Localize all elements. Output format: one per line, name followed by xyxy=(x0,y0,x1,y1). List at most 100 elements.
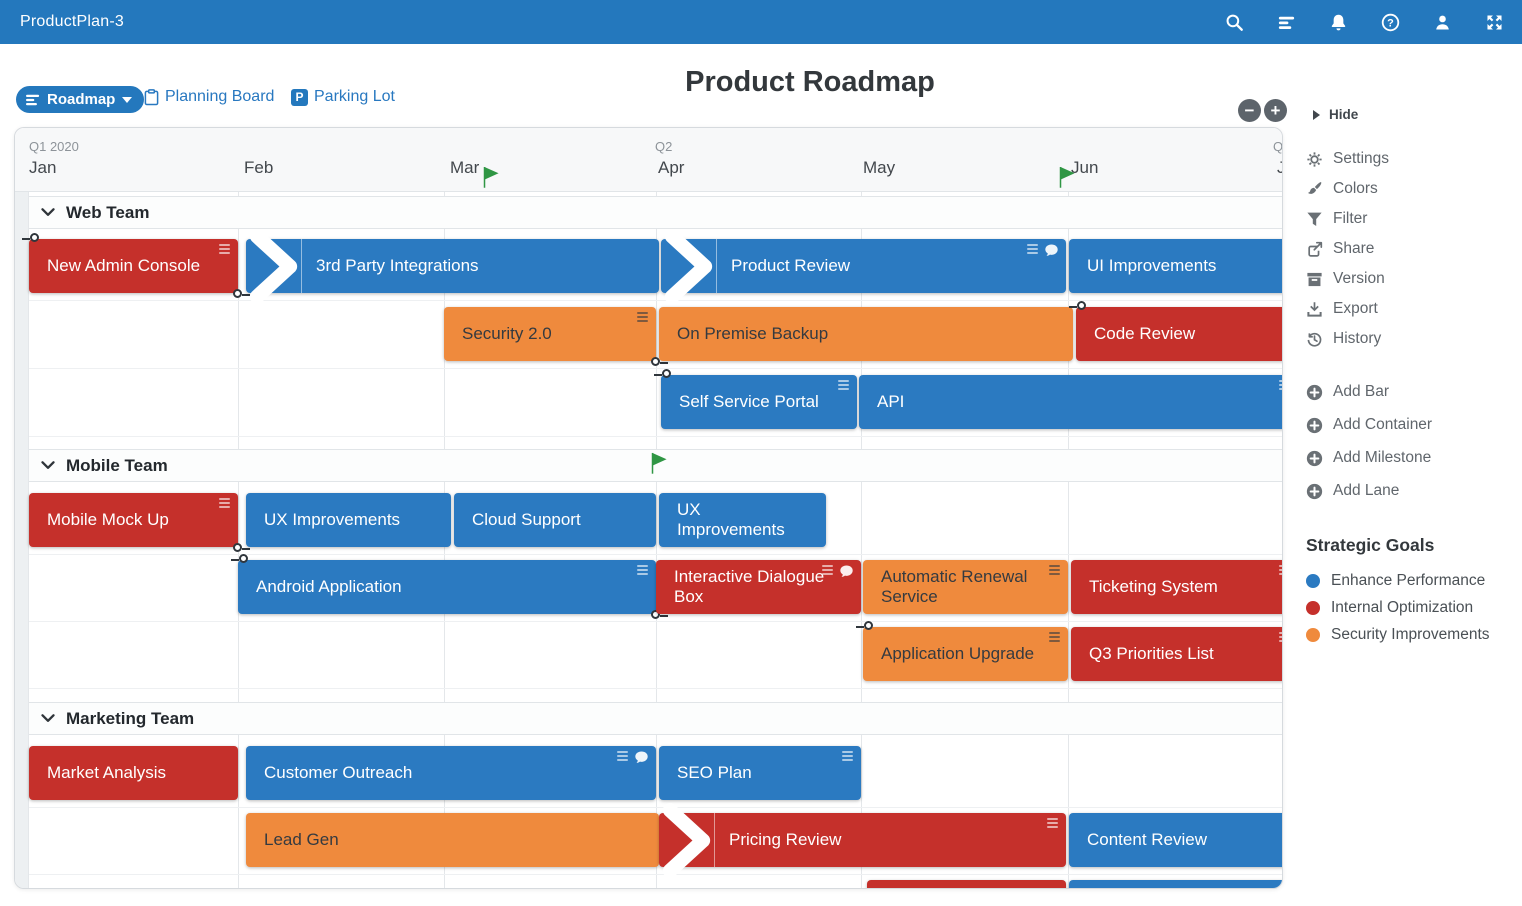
sidebar-item-label: Version xyxy=(1333,270,1385,287)
search-icon[interactable] xyxy=(1225,13,1244,32)
bar-api[interactable]: API xyxy=(859,375,1282,429)
tab-parking-lot[interactable]: P Parking Lot xyxy=(291,88,395,106)
row-separator xyxy=(29,874,1282,875)
sidebar-item-share[interactable]: Share xyxy=(1306,240,1389,258)
grip-icon xyxy=(1049,565,1060,575)
bar-3rd-party-integrations[interactable]: 3rd Party Integrations xyxy=(246,228,659,304)
hide-sidebar-button[interactable]: Hide xyxy=(1313,107,1358,122)
sidebar-item-settings[interactable]: Settings xyxy=(1306,150,1389,168)
tab-planning-board[interactable]: Planning Board xyxy=(144,88,274,106)
connector-handle[interactable] xyxy=(231,554,248,563)
bar-cloud-support[interactable]: Cloud Support xyxy=(454,493,656,547)
grip-icon xyxy=(637,565,648,575)
notifications-icon[interactable] xyxy=(1329,13,1348,32)
top-navbar: ProductPlan-3 ? xyxy=(0,0,1522,44)
bar-new-admin-console[interactable]: New Admin Console xyxy=(22,233,250,298)
connector-handle[interactable] xyxy=(22,233,39,242)
bar-security-2-0[interactable]: Security 2.0 xyxy=(444,307,668,366)
lane-name: Mobile Team xyxy=(66,455,168,475)
milestone-flag-icon[interactable] xyxy=(651,452,668,475)
sidebar-item-filter[interactable]: Filter xyxy=(1306,210,1389,228)
expand-icon[interactable] xyxy=(1485,13,1504,32)
bar-label: Q3 Priorities List xyxy=(1089,643,1214,663)
bar-content-review[interactable]: Content Review xyxy=(1069,813,1282,867)
bar-partial-blue[interactable] xyxy=(1069,880,1282,888)
bar-market-analysis[interactable]: Market Analysis xyxy=(29,746,238,800)
connector-handle[interactable] xyxy=(651,357,668,366)
row-separator xyxy=(29,554,1282,555)
sidebar-action-add-lane[interactable]: Add Lane xyxy=(1306,482,1432,500)
milestone-flag-icon[interactable] xyxy=(1059,166,1076,189)
bar-self-service-portal[interactable]: Self Service Portal xyxy=(654,369,857,429)
sidebar-item-history[interactable]: History xyxy=(1306,330,1389,348)
bar-customer-outreach[interactable]: Customer Outreach xyxy=(246,746,656,800)
bar-seo-plan[interactable]: SEO Plan xyxy=(659,746,861,800)
bar-product-review[interactable]: Product Review xyxy=(661,228,1066,304)
help-icon[interactable]: ? xyxy=(1381,13,1400,32)
chevron-down-icon xyxy=(41,461,55,470)
sidebar-action-add-bar[interactable]: Add Bar xyxy=(1306,383,1432,401)
bar-label: Self Service Portal xyxy=(679,391,819,411)
month-label: Apr xyxy=(658,158,685,177)
sidebar-item-version[interactable]: Version xyxy=(1306,270,1389,288)
bar-q3-priorities-list[interactable]: Q3 Priorities List xyxy=(1071,627,1282,681)
lane-header-mobile-team[interactable]: Mobile Team xyxy=(29,449,1282,482)
account-icon[interactable] xyxy=(1433,13,1452,32)
connector-handle[interactable] xyxy=(233,289,250,298)
bar-ui-improvements[interactable]: UI Improvements xyxy=(1069,239,1282,293)
grip-icon xyxy=(1047,818,1058,828)
connector-handle[interactable] xyxy=(856,621,873,630)
sidebar-action-label: Add Container xyxy=(1333,416,1433,433)
connector-handle[interactable] xyxy=(651,610,668,619)
bar-label: UX Improvements xyxy=(677,499,785,539)
bar-code-review[interactable]: Code Review xyxy=(1069,301,1282,361)
connector-handle[interactable] xyxy=(654,369,671,378)
zoom-out-button[interactable]: − xyxy=(1238,99,1261,122)
connector-handle[interactable] xyxy=(233,543,250,552)
parking-icon: P xyxy=(291,88,308,106)
sidebar-action-add-milestone[interactable]: Add Milestone xyxy=(1306,449,1432,467)
milestone-flag-icon[interactable] xyxy=(483,166,500,189)
sidebar-item-label: Colors xyxy=(1333,180,1378,197)
roadmap-lines-icon xyxy=(26,94,40,106)
roadmap-lines-icon[interactable] xyxy=(1277,13,1296,32)
bar-label: Market Analysis xyxy=(47,762,167,782)
row-separator xyxy=(29,807,1282,808)
grip-icon xyxy=(219,244,230,254)
bar-on-premise-backup[interactable]: On Premise Backup xyxy=(659,307,1073,361)
roadmap-view-button[interactable]: Roadmap xyxy=(16,86,145,113)
zoom-in-button[interactable]: + xyxy=(1264,99,1287,122)
bar-ux-improvements-1[interactable]: UX Improvements xyxy=(246,493,451,547)
lane-header-web-team[interactable]: Web Team xyxy=(29,196,1282,229)
sidebar-item-export[interactable]: Export xyxy=(1306,300,1389,318)
bar-mobile-mock-up[interactable]: Mobile Mock Up xyxy=(29,493,250,552)
bar-automatic-renewal-service[interactable]: Automatic Renewal Service xyxy=(863,560,1068,614)
bar-pricing-review[interactable]: Pricing Review xyxy=(659,802,1066,878)
sidebar-item-label: History xyxy=(1333,330,1382,347)
row-separator xyxy=(29,368,1282,369)
page-title: Product Roadmap xyxy=(685,66,935,98)
strategic-goals-legend: Strategic Goals Enhance Performance Inter… xyxy=(1306,535,1490,653)
legend-item-label: Security Improvements xyxy=(1331,626,1490,643)
legend-item-label: Internal Optimization xyxy=(1331,599,1474,616)
bar-android-application[interactable]: Android Application xyxy=(231,554,668,619)
expand-container-chevron-icon[interactable] xyxy=(661,228,717,304)
connector-handle[interactable] xyxy=(1069,301,1086,310)
legend-color-dot xyxy=(1306,601,1320,615)
bar-label: Mobile Mock Up xyxy=(47,509,169,529)
bar-ticketing-system[interactable]: Ticketing System xyxy=(1071,560,1282,614)
bar-interactive-dialogue-box[interactable]: Interactive Dialogue Box xyxy=(656,560,861,614)
sidebar-item-colors[interactable]: Colors xyxy=(1306,180,1389,198)
quarter-label: Q1 2020 xyxy=(29,139,79,154)
lane-header-marketing-team[interactable]: Marketing Team xyxy=(29,702,1282,735)
legend-item: Security Improvements xyxy=(1306,626,1490,644)
expand-container-chevron-icon[interactable] xyxy=(659,802,715,878)
bar-lead-gen[interactable]: Lead Gen xyxy=(246,813,659,867)
sidebar-action-add-container[interactable]: Add Container xyxy=(1306,416,1432,434)
bar-ux-improvements-2[interactable]: UX Improvements xyxy=(659,493,826,547)
row-separator xyxy=(29,436,1282,437)
funnel-icon xyxy=(1306,211,1323,228)
bar-partial-red[interactable] xyxy=(867,880,1066,888)
bar-application-upgrade[interactable]: Application Upgrade xyxy=(856,621,1068,681)
expand-container-chevron-icon[interactable] xyxy=(246,228,302,304)
